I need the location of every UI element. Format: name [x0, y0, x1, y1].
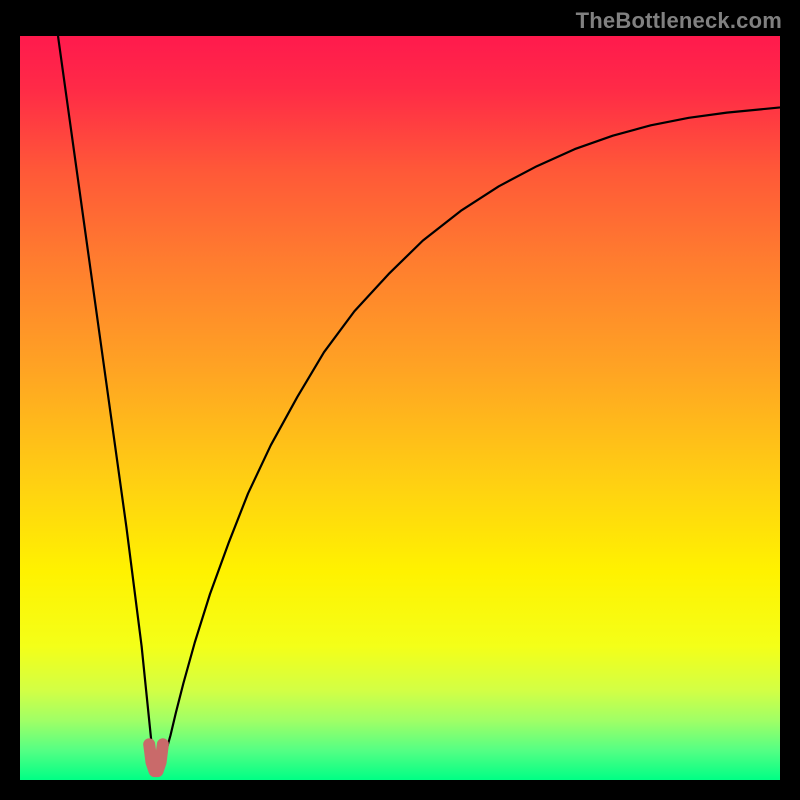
chart-frame: TheBottleneck.com [0, 0, 800, 800]
gradient-background [20, 36, 780, 780]
watermark-text: TheBottleneck.com [576, 8, 782, 34]
plot-svg [20, 36, 780, 780]
plot-area [20, 36, 780, 780]
